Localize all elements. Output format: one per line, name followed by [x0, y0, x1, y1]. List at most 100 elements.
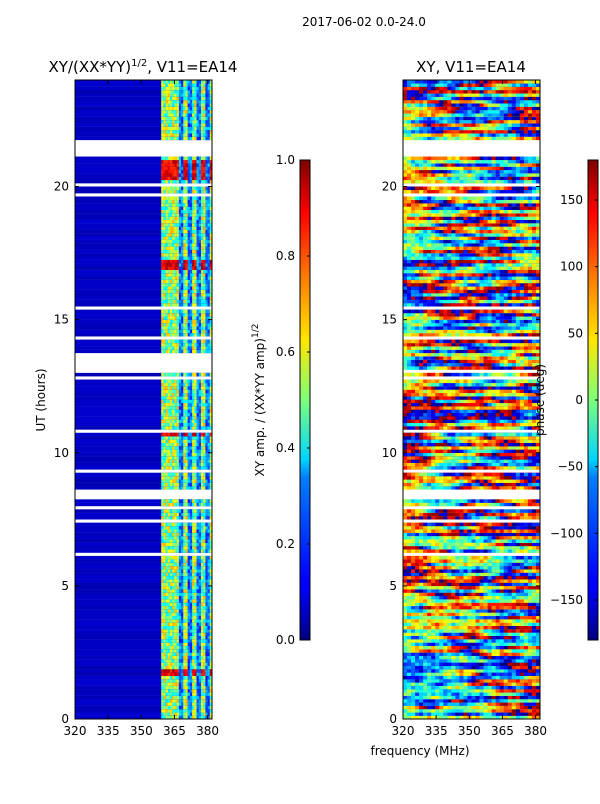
left-heatmap-cell [179, 632, 181, 636]
left-heatmap-cell [161, 416, 163, 420]
left-heatmap-cell [194, 240, 196, 244]
left-heatmap-cell [177, 386, 179, 390]
left-heatmap-cell [188, 163, 190, 167]
left-heatmap-cell [166, 613, 168, 617]
right-heatmap-cell [532, 652, 536, 656]
left-heatmap-cell [190, 157, 192, 161]
right-heatmap-cell [488, 669, 492, 673]
left-heatmap-cell [185, 326, 187, 330]
right-heatmap-cell [467, 632, 471, 636]
left-heatmap-cell [194, 280, 196, 284]
left-heatmap-cell [190, 117, 192, 121]
left-heatmap-cell [177, 456, 179, 460]
right-heatmap-cell [488, 666, 492, 670]
left-heatmap-cell [163, 223, 165, 227]
left-heatmap-cell [192, 642, 194, 646]
left-heatmap-cell [161, 586, 163, 590]
left-heatmap-cell [188, 123, 190, 127]
right-heatmap-cell [435, 656, 439, 660]
right-heatmap-cell [520, 692, 524, 696]
left-heatmap-cell [183, 250, 185, 254]
left-heatmap-cell [179, 659, 181, 663]
left-heatmap-cell [170, 87, 172, 91]
left-heatmap-cell [203, 556, 205, 560]
right-heatmap-cell [484, 709, 488, 713]
left-heatmap-cell [168, 649, 170, 653]
left-heatmap-cell [179, 326, 181, 330]
left-heatmap-cell [177, 103, 179, 107]
left-heatmap-cell [168, 523, 170, 527]
left-heatmap-cell [183, 509, 185, 513]
left-heatmap-cell [166, 196, 168, 200]
left-heatmap-cell [168, 383, 170, 387]
left-heatmap-cell [197, 326, 199, 330]
left-heatmap-cell [208, 190, 210, 194]
left-heatmap-cell [166, 103, 168, 107]
left-heatmap-cell [188, 616, 190, 620]
left-heatmap-cell [163, 90, 165, 94]
left-heatmap-cell [190, 206, 192, 210]
left-heatmap-cell [208, 426, 210, 430]
left-heatmap-cell [168, 386, 170, 390]
left-heatmap-cell [170, 686, 172, 690]
left-heatmap-cell [188, 127, 190, 131]
left-heatmap-cell [163, 177, 165, 181]
left-heatmap-cell [201, 499, 203, 503]
left-heatmap-cell [170, 646, 172, 650]
right-heatmap-cell [496, 662, 500, 666]
left-heatmap-cell [174, 682, 176, 686]
left-heatmap-cell [177, 662, 179, 666]
right-heatmap-cell [512, 659, 516, 663]
left-heatmap-cell [181, 679, 183, 683]
left-heatmap-cell [181, 160, 183, 164]
left-heatmap-cell [197, 652, 199, 656]
left-heatmap-cell [163, 416, 165, 420]
left-heatmap-cell [170, 656, 172, 660]
left-heatmap-cell [194, 529, 196, 533]
left-heatmap-cell [177, 206, 179, 210]
right-heatmap-cell [447, 656, 451, 660]
left-heatmap-cell [201, 416, 203, 420]
left-heatmap-cell [179, 679, 181, 683]
left-heatmap-cell [197, 672, 199, 676]
left-heatmap-cell [192, 672, 194, 676]
left-heatmap-cell [201, 100, 203, 104]
left-heatmap-cell [194, 593, 196, 597]
right-heatmap-cell [496, 639, 500, 643]
left-heatmap-cell [199, 659, 201, 663]
left-heatmap-cell [190, 270, 192, 274]
left-heatmap-cell [190, 200, 192, 204]
left-heatmap-cell [179, 709, 181, 713]
left-heatmap-cell [166, 393, 168, 397]
left-heatmap-cell [188, 706, 190, 710]
left-heatmap-cell [161, 636, 163, 640]
right-heatmap-cell [431, 682, 435, 686]
left-heatmap-cell [170, 123, 172, 127]
right-heatmap-cell [532, 702, 536, 706]
right-heatmap-cell [463, 686, 467, 690]
right-heatmap-cell [524, 686, 528, 690]
left-heatmap-cell [168, 409, 170, 413]
left-heatmap-cell [172, 180, 174, 184]
left-heatmap-cell [163, 692, 165, 696]
left-heatmap-cell [201, 646, 203, 650]
left-heatmap-cell [205, 260, 207, 264]
left-heatmap-cell [174, 190, 176, 194]
left-heatmap-cell [205, 466, 207, 470]
left-heatmap-cell [163, 606, 165, 610]
left-heatmap-cell [168, 446, 170, 450]
left-heatmap-cell [203, 263, 205, 267]
left-heatmap-cell [168, 256, 170, 260]
right-heatmap-cell [516, 652, 520, 656]
right-heatmap-cell [492, 686, 496, 690]
left-heatmap-cell [174, 672, 176, 676]
left-heatmap-cell [208, 503, 210, 507]
left-heatmap-cell [188, 459, 190, 463]
left-heatmap-cell [197, 97, 199, 101]
left-heatmap-cell [181, 499, 183, 503]
left-heatmap-cell [203, 167, 205, 171]
right-heatmap-cell [532, 656, 536, 660]
left-heatmap-cell [192, 216, 194, 220]
left-heatmap-cell [161, 503, 163, 507]
left-heatmap-cell [197, 669, 199, 673]
